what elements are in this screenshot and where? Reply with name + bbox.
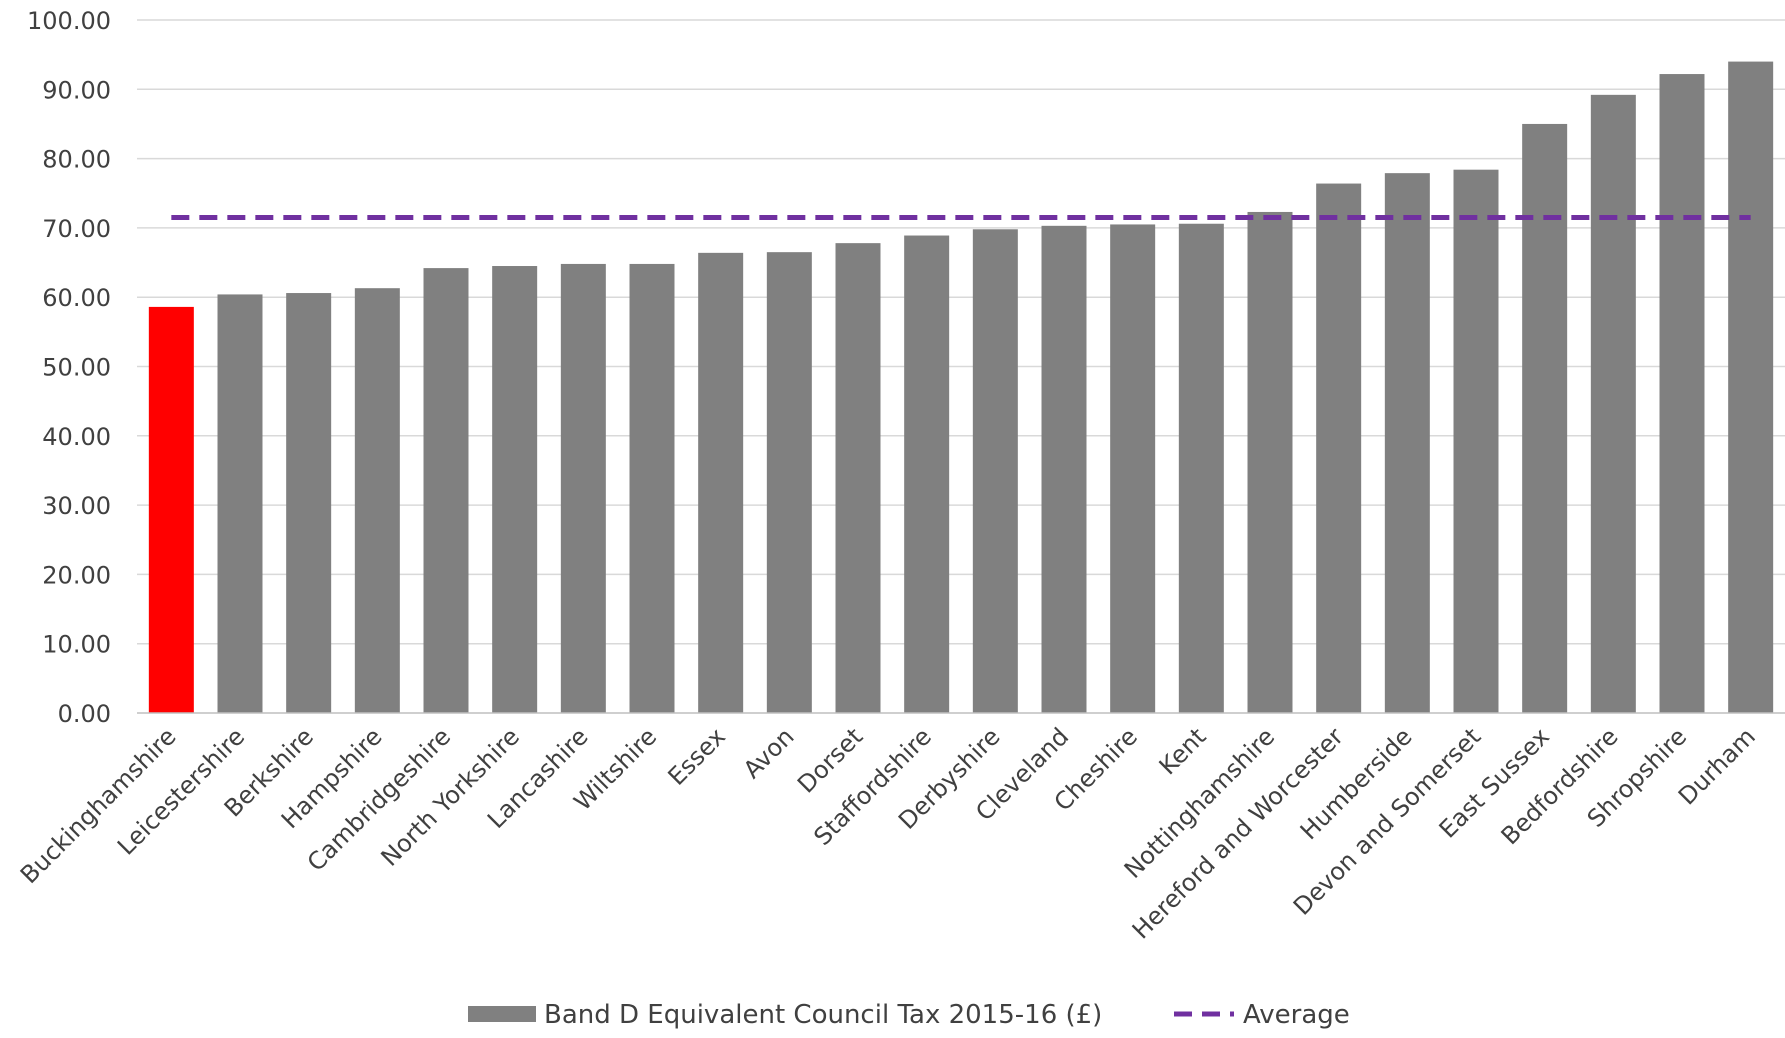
y-tick-label: 80.00 (42, 146, 111, 174)
bar-north-yorkshire (492, 266, 538, 713)
bar-hereford-and-worcester (1316, 183, 1362, 714)
bar-hampshire (354, 288, 400, 713)
category-labels: BuckinghamshireLeicestershireBerkshireHa… (15, 722, 1761, 944)
bar-derbyshire (972, 229, 1018, 713)
y-tick-label: 40.00 (42, 423, 111, 451)
bar-buckinghamshire (148, 306, 194, 713)
bar-essex (698, 252, 744, 713)
x-tick-label: Staffordshire (808, 722, 937, 851)
gridlines (137, 19, 1785, 645)
y-tick-labels: 0.00 10.00 20.00 30.00 40.00 50.00 60.00 70.00 8… (27, 7, 111, 728)
y-tick-label: 0.00 (58, 700, 111, 728)
y-tick-label: 90.00 (42, 76, 111, 104)
bar-devon-and-somerset (1453, 169, 1499, 714)
y-tick-label: 60.00 (42, 284, 111, 312)
y-tick-label: 70.00 (42, 215, 111, 243)
x-tick-label: Essex (663, 722, 731, 790)
bar-leicestershire (217, 294, 263, 713)
y-tick-label: 50.00 (42, 354, 111, 382)
y-tick-label: 20.00 (42, 561, 111, 589)
bar-bedfordshire (1590, 94, 1636, 714)
bar-durham (1728, 61, 1774, 713)
legend-bar-swatch (468, 1006, 536, 1022)
bar-lancashire (560, 263, 606, 713)
bar-wiltshire (629, 263, 675, 713)
bar-east-sussex (1522, 123, 1568, 713)
legend-average-label: Average (1243, 1000, 1350, 1030)
x-tick-label: Kent (1154, 722, 1212, 780)
bar-berkshire (286, 293, 332, 713)
y-tick-label: 100.00 (27, 7, 111, 35)
x-tick-label: Durham (1673, 722, 1761, 810)
bars (148, 61, 1774, 714)
legend-bar-label: Band D Equivalent Council Tax 2015-16 (£… (544, 1000, 1102, 1030)
bar-nottinghamshire (1247, 211, 1293, 713)
bar-cambridgeshire (423, 268, 469, 713)
legend: Band D Equivalent Council Tax 2015-16 (£… (468, 1000, 1350, 1030)
bar-staffordshire (904, 235, 950, 713)
bar-avon (766, 252, 812, 713)
bar-shropshire (1659, 74, 1705, 713)
y-tick-label: 10.00 (42, 631, 111, 659)
bar-dorset (835, 243, 881, 713)
y-tick-label: 30.00 (42, 492, 111, 520)
x-tick-label: Avon (738, 722, 800, 784)
bar-cheshire (1110, 224, 1156, 713)
bar-humberside (1384, 173, 1430, 713)
bar-cleveland (1041, 225, 1087, 714)
bar-kent (1178, 223, 1224, 713)
